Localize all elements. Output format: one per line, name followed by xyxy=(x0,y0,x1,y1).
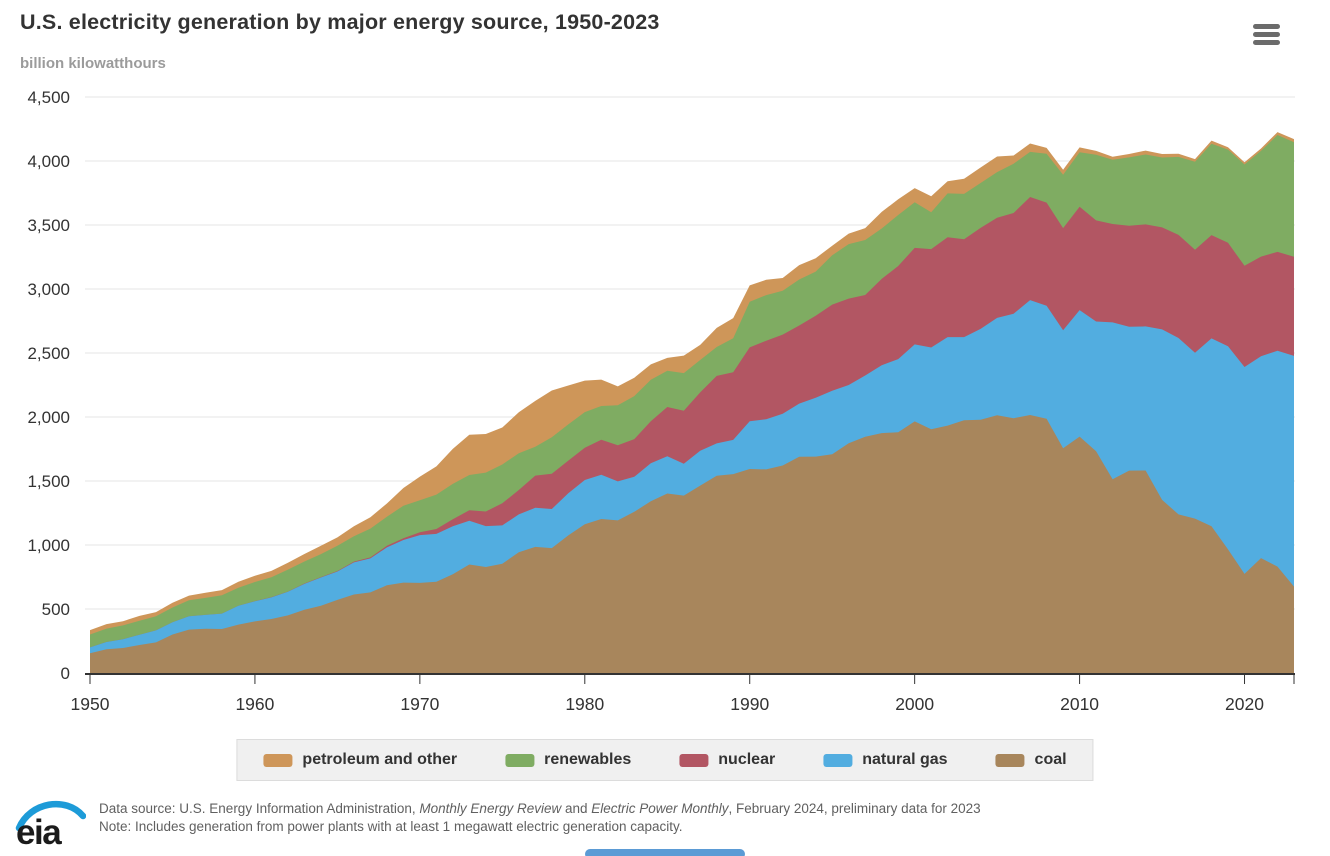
legend-item-natural-gas[interactable]: natural gas xyxy=(823,751,948,769)
y-tick-label: 2,500 xyxy=(27,344,70,363)
legend-label: coal xyxy=(1034,751,1067,768)
x-tick-label: 2020 xyxy=(1225,694,1264,714)
legend-item-petroleum-and-other[interactable]: petroleum and other xyxy=(263,751,457,769)
menu-bar xyxy=(1253,24,1280,29)
stacked-area-chart: 0 500 1,000 1,500 2,000 2,500 3,000 3,500 4,000 4… xyxy=(27,88,1295,714)
menu-bar xyxy=(1253,40,1280,45)
legend-item-nuclear[interactable]: nuclear xyxy=(679,751,775,769)
legend-label: petroleum and other xyxy=(302,751,458,768)
chart-legend: petroleum and other renewables nuclear natu… xyxy=(236,739,1094,781)
x-tick-label: 1970 xyxy=(400,694,439,714)
y-tick-label: 500 xyxy=(42,600,70,619)
legend-swatch-icon xyxy=(505,753,535,767)
x-tick-label: 1980 xyxy=(565,694,604,714)
svg-text:eia: eia xyxy=(16,813,62,847)
area-coal xyxy=(90,415,1294,673)
legend-label: nuclear xyxy=(718,751,776,768)
x-tick-label: 2010 xyxy=(1060,694,1099,714)
legend-swatch-icon xyxy=(263,753,293,767)
y-tick-label: 3,500 xyxy=(27,216,70,235)
y-tick-label: 1,000 xyxy=(27,536,70,555)
y-tick-label: 1,500 xyxy=(27,472,70,491)
y-tick-label: 2,000 xyxy=(27,408,70,427)
footer-text: Data source: U.S. Energy Information Adm… xyxy=(99,795,981,835)
note-line: Note: Includes generation from power pla… xyxy=(99,818,683,834)
x-tick-label: 1990 xyxy=(730,694,769,714)
page-title: U.S. electricity generation by major ene… xyxy=(20,10,660,34)
x-tick-label: 2000 xyxy=(895,694,934,714)
menu-bar xyxy=(1253,32,1280,37)
legend-item-renewables[interactable]: renewables xyxy=(505,751,631,769)
legend-swatch-icon xyxy=(679,753,709,767)
chart-context-menu-icon[interactable] xyxy=(1253,24,1281,48)
y-tick-label: 4,000 xyxy=(27,152,70,171)
bottom-scrollbar[interactable] xyxy=(585,849,745,856)
y-tick-label: 4,500 xyxy=(27,88,70,107)
legend-label: renewables xyxy=(544,751,632,768)
y-tick-label: 0 xyxy=(61,664,70,683)
eia-logo: eia xyxy=(15,800,86,847)
footer: eia Data source: U.S. Energy Information… xyxy=(14,795,981,847)
y-tick-label: 3,000 xyxy=(27,280,70,299)
legend-item-coal[interactable]: coal xyxy=(995,751,1067,769)
legend-swatch-icon xyxy=(995,753,1025,767)
legend-swatch-icon xyxy=(823,753,853,767)
data-source-line: Data source: U.S. Energy Information Adm… xyxy=(99,801,981,816)
y-axis-unit-label: billion kilowatthours xyxy=(20,55,166,72)
legend-label: natural gas xyxy=(862,751,948,768)
x-tick-label: 1950 xyxy=(71,694,110,714)
x-tick-label: 1960 xyxy=(235,694,274,714)
